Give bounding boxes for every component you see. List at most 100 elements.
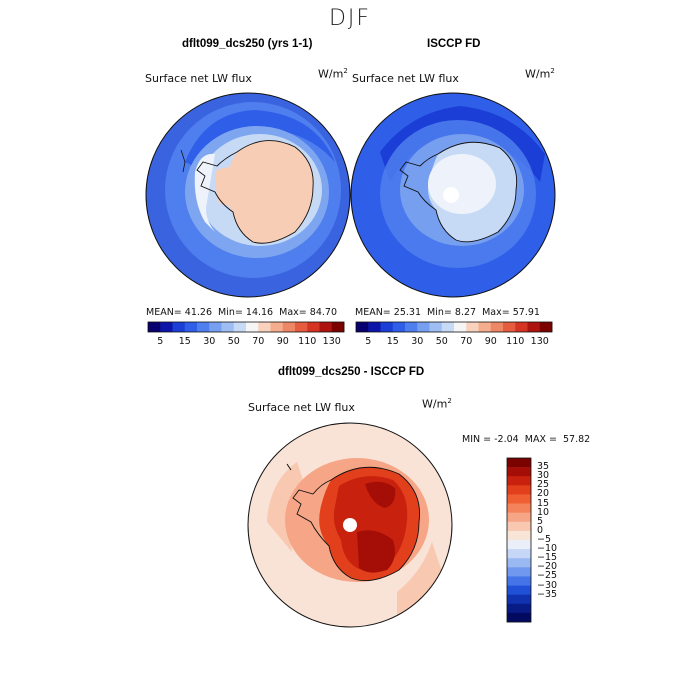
panel-2-title: ISCCP FD	[427, 38, 481, 50]
colorbar-swatch	[539, 322, 553, 332]
colorbar-swatch	[221, 322, 235, 332]
panel-1-variable-label: Surface net LW flux	[145, 72, 252, 85]
colorbar-tick-label: 15	[178, 336, 191, 347]
colorbar-tick-label: −5	[537, 534, 552, 545]
colorbar-swatch	[356, 322, 369, 332]
colorbar-frame	[506, 457, 532, 623]
colorbar-tick-label: 110	[298, 336, 317, 347]
colorbar-swatch	[507, 603, 531, 614]
colorbar-swatch	[507, 503, 531, 513]
colorbar-swatch	[441, 322, 455, 332]
panel-2-variable-label: Surface net LW flux	[352, 72, 459, 85]
colorbar-tick-label: 15	[386, 336, 399, 347]
colorbar-swatch	[507, 530, 531, 541]
colorbar-tick-label: 70	[252, 336, 265, 347]
colorbar-tick-label: 30	[411, 336, 424, 347]
colorbar-tick-label: 90	[484, 336, 497, 347]
panel-2-colorbar	[355, 321, 553, 333]
colorbar-swatch	[233, 322, 247, 332]
panel-3-polar-map	[247, 422, 453, 628]
colorbar-tick-label: 10	[537, 506, 550, 518]
colorbar-tick-label: 30	[537, 470, 550, 482]
colorbar-swatch	[503, 322, 516, 332]
colorbar-tick-label: 130	[322, 336, 341, 347]
colorbar-tick-label: 90	[276, 336, 289, 347]
colorbar-tick-label: 130	[530, 336, 549, 347]
panel-1-polar-map	[145, 92, 351, 298]
colorbar-swatch	[368, 322, 381, 332]
colorbar-tick-label: 50	[227, 336, 240, 347]
colorbar-swatch	[507, 567, 531, 577]
colorbar-tick-label: 0	[537, 524, 544, 536]
colorbar-swatch	[295, 322, 308, 332]
colorbar-swatch	[160, 322, 173, 332]
colorbar-tick-label: 15	[537, 497, 550, 509]
colorbar-swatch	[270, 322, 284, 332]
colorbar-frame	[355, 321, 553, 333]
colorbar-swatch	[507, 467, 531, 477]
panel-3-colorbar	[506, 457, 532, 623]
colorbar-swatch	[507, 594, 531, 605]
colorbar-swatch	[197, 322, 210, 332]
colorbar-swatch	[478, 322, 492, 332]
colorbar-swatch	[319, 322, 333, 332]
colorbar-swatch	[466, 322, 479, 332]
colorbar-tick-label: 50	[435, 336, 448, 347]
colorbar-swatch	[507, 476, 531, 486]
colorbar-tick-label: 35	[537, 461, 550, 473]
colorbar-tick-label: −10	[537, 543, 558, 555]
colorbar-tick-label: −35	[537, 588, 558, 600]
colorbar-swatch	[380, 322, 394, 332]
panel-2-stats: MEAN= 25.31 Min= 8.27 Max= 57.91	[355, 307, 540, 318]
colorbar-swatch	[507, 521, 531, 532]
colorbar-swatch	[507, 494, 531, 504]
colorbar-swatch	[507, 512, 531, 523]
colorbar-swatch	[417, 322, 430, 332]
colorbar-swatch	[392, 322, 406, 332]
colorbar-swatch	[527, 322, 541, 332]
colorbar-tick-label: 25	[537, 479, 550, 491]
panel-1-units: W/m2	[318, 67, 348, 81]
panel-3-title: dflt099_dcs250 - ISCCP FD	[278, 366, 425, 378]
colorbar-swatch	[507, 612, 531, 623]
colorbar-swatch	[209, 322, 222, 332]
panel-2-polar-map	[350, 92, 556, 298]
colorbar-tick-label: −30	[537, 579, 558, 591]
colorbar-tick-label: 110	[506, 336, 525, 347]
colorbar-tick-label: 5	[537, 515, 544, 527]
colorbar-swatch	[307, 322, 320, 332]
colorbar-tick-label: −25	[537, 570, 558, 582]
panel-1-stats: MEAN= 41.26 Min= 14.16 Max= 84.70	[146, 307, 337, 318]
colorbar-swatch	[507, 549, 531, 559]
colorbar-swatch	[429, 322, 443, 332]
panel-1-colorbar	[147, 321, 345, 333]
panel-1-title: dflt099_dcs250 (yrs 1-1)	[182, 38, 313, 50]
colorbar-swatch	[515, 322, 528, 332]
colorbar-swatch	[507, 458, 531, 468]
colorbar-swatch	[172, 322, 186, 332]
colorbar-swatch	[246, 322, 259, 332]
colorbar-swatch	[454, 322, 467, 332]
colorbar-tick-label: −15	[537, 552, 558, 564]
colorbar-swatch	[282, 322, 296, 332]
panel-3-stats: MIN = -2.04 MAX = 57.82	[462, 434, 591, 445]
colorbar-tick-label: 70	[460, 336, 473, 347]
colorbar-swatch	[507, 540, 531, 550]
panel-3-variable-label: Surface net LW flux	[248, 401, 355, 414]
colorbar-swatch	[490, 322, 504, 332]
colorbar-tick-label: 5	[365, 336, 372, 347]
colorbar-swatch	[507, 576, 531, 586]
colorbar-swatch	[405, 322, 418, 332]
colorbar-swatch	[148, 322, 161, 332]
colorbar-frame	[147, 321, 345, 333]
colorbar-swatch	[507, 585, 531, 595]
colorbar-tick-label: 5	[157, 336, 164, 347]
colorbar-tick-label: 30	[203, 336, 216, 347]
colorbar-swatch	[507, 485, 531, 495]
season-title: DJF	[328, 6, 372, 31]
colorbar-tick-label: −20	[537, 561, 558, 573]
colorbar-swatch	[507, 558, 531, 568]
panel-3-units: W/m2	[422, 397, 452, 411]
colorbar-swatch	[331, 322, 345, 332]
panel-2-units: W/m2	[525, 67, 555, 81]
